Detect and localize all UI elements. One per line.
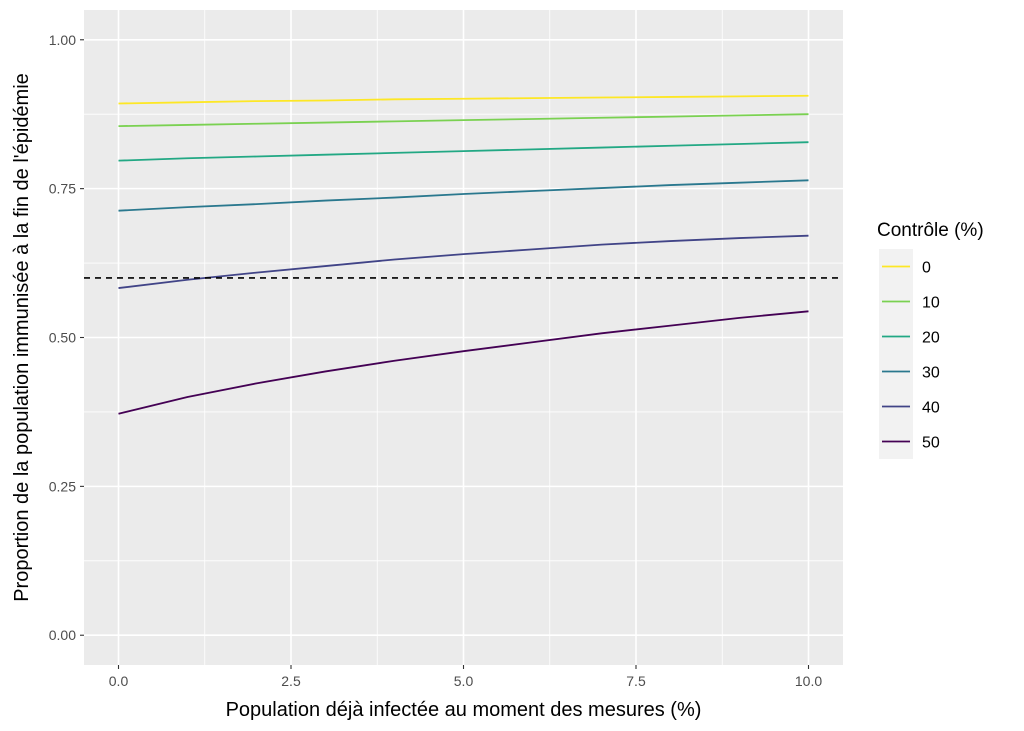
legend-title: Contrôle (%) [877, 220, 984, 241]
x-axis: 0.0 2.5 5.0 7.5 10.0 [109, 665, 822, 689]
major-gridlines [84, 10, 843, 665]
legend-label-20: 20 [922, 330, 940, 347]
series-line-0 [118, 94, 809, 105]
x-axis-title: Population déjà infectée au moment des m… [226, 699, 702, 721]
legend-label-50: 50 [922, 435, 940, 452]
series-lines [118, 94, 809, 415]
x-tick-label: 2.5 [281, 673, 301, 689]
legend-label-0: 0 [922, 260, 931, 277]
y-tick-label: 0.00 [49, 627, 76, 643]
y-tick-label: 0.25 [49, 478, 76, 494]
x-tick-label: 0.0 [109, 673, 129, 689]
x-tick-label: 7.5 [626, 673, 646, 689]
legend-label-40: 40 [922, 400, 940, 417]
y-tick-label: 0.50 [49, 330, 76, 346]
legend: Contrôle (%) 0 10 20 30 40 50 [877, 220, 984, 459]
legend-label-10: 10 [922, 295, 940, 312]
y-axis: 0.00 0.25 0.50 0.75 1.00 [49, 32, 84, 643]
y-tick-label: 1.00 [49, 32, 76, 48]
y-tick-label: 0.75 [49, 181, 76, 197]
x-tick-label: 5.0 [454, 673, 474, 689]
legend-label-30: 30 [922, 365, 940, 382]
series-line-50 [118, 310, 809, 415]
legend-key-background [879, 249, 913, 459]
y-axis-title: Proportion de la population immunisée à … [11, 73, 33, 602]
x-tick-label: 10.0 [795, 673, 822, 689]
series-line-40 [118, 234, 809, 289]
series-line-10 [118, 113, 809, 128]
series-line-20 [118, 141, 809, 162]
series-line-30 [118, 179, 809, 212]
